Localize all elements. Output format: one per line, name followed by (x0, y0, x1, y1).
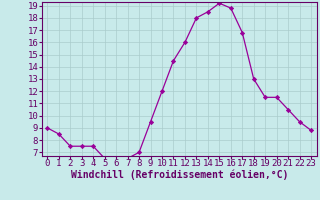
X-axis label: Windchill (Refroidissement éolien,°C): Windchill (Refroidissement éolien,°C) (70, 170, 288, 180)
